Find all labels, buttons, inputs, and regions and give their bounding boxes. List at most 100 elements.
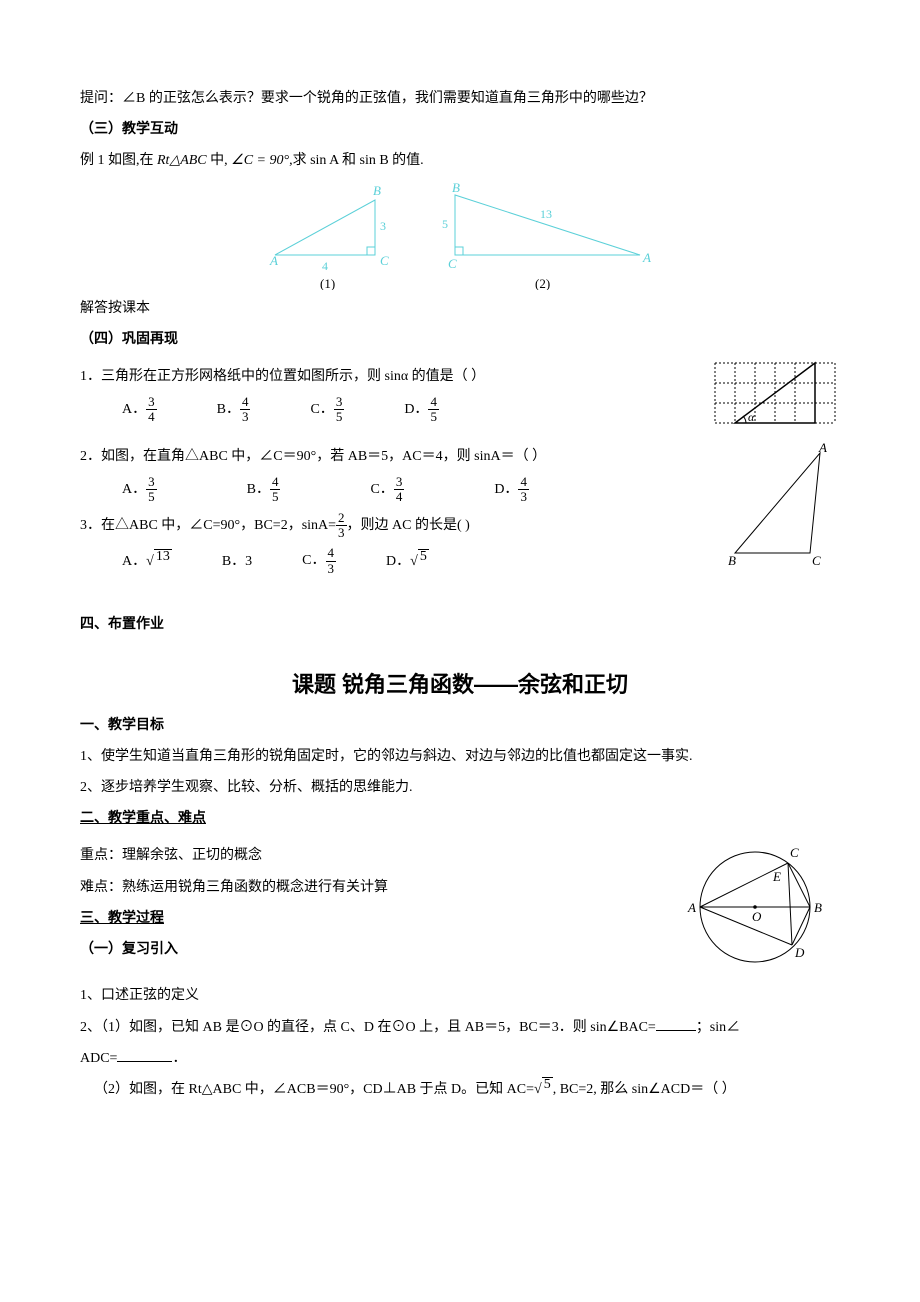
blank-1	[656, 1016, 696, 1031]
ex1-rt: Rt△ABC	[157, 153, 207, 168]
q3-b-text: 3	[245, 554, 252, 569]
review-2: 2、（1）如图，已知 AB 是⊙O 的直径，点 C、D 在⊙O 上，且 AB＝5…	[80, 1015, 840, 1040]
q3-frac-den: 3	[336, 526, 347, 540]
q1-opt-c: C．35	[310, 395, 344, 425]
kd-2: 难点：熟练运用锐角三角函数的概念进行有关计算	[80, 875, 658, 900]
q2-opt-d: D．43	[494, 475, 529, 505]
q1-c-num: 3	[334, 395, 345, 410]
q2-d-num: 4	[518, 475, 529, 490]
q1-d-num: 4	[428, 395, 439, 410]
q2-text: 2．如图，在直角△ABC 中，∠C＝90°，若 AB＝5，AC＝4，则 sinA…	[80, 444, 708, 469]
q1-opt-b: B．43	[217, 395, 251, 425]
q1-opt-a: A．34	[122, 395, 157, 425]
proc-title: 三、教学过程	[80, 906, 658, 931]
tri-q2-C: C	[812, 553, 821, 568]
circ-B: B	[814, 900, 822, 915]
r2-mid2: ADC=	[80, 1051, 117, 1066]
q2-a-den: 5	[146, 490, 157, 504]
blank-2	[117, 1047, 172, 1062]
q2-c-label: C．	[370, 482, 393, 497]
review-2b: ADC= ．	[80, 1046, 840, 1071]
section-4-title: （四）巩固再现	[80, 327, 840, 352]
q1-a-label: A．	[122, 402, 146, 417]
review-1: 1、口述正弦的定义	[80, 983, 840, 1008]
tri1-C: C	[380, 253, 389, 268]
q3-options: A．√13 B．3 C．43 D．√5	[80, 546, 708, 576]
q2-c-num: 3	[394, 475, 405, 490]
tri2-side-a: 5	[442, 217, 448, 231]
q3-c-den: 3	[326, 562, 337, 576]
q3-c-label: C．	[302, 553, 325, 568]
homework-title: 四、布置作业	[80, 612, 840, 637]
r3-pre: （2）如图，在 Rt△ABC 中，∠ACB＝90°，CD⊥AB 于点 D。已知 …	[94, 1082, 534, 1097]
tri1-side-b: 3	[380, 219, 386, 233]
q3-opt-a: A．√13	[122, 549, 172, 574]
q3-pre: 3．在△ABC 中，∠C=90°，BC=2，sinA=	[80, 518, 336, 533]
circle-figure: A B C D E O	[670, 837, 840, 977]
tri1-side-a: 4	[322, 259, 328, 273]
tri1-A: A	[269, 253, 278, 268]
tri2-B: B	[452, 180, 460, 195]
kd-1: 重点：理解余弦、正切的概念	[80, 843, 658, 868]
r2-pre: 2、（1）如图，已知 AB 是⊙O 的直径，点 C、D 在⊙O 上，且 AB＝5…	[80, 1020, 656, 1035]
circ-O: O	[752, 909, 762, 924]
tri-q2-B: B	[728, 553, 736, 568]
q1-options: A．34 B．43 C．35 D．45	[80, 395, 698, 425]
q3-opt-b: B．3	[222, 549, 252, 574]
r2-end: ．	[172, 1051, 186, 1066]
circ-A: A	[687, 900, 696, 915]
ex1-prefix: 例 1 如图,在	[80, 153, 157, 168]
q2-triangle: A B C	[720, 438, 840, 568]
tri2-A: A	[642, 250, 651, 265]
q3-b-label: B．	[222, 554, 245, 569]
grid-figure: α	[710, 358, 840, 438]
q2-b-label: B．	[247, 482, 270, 497]
q1-c-label: C．	[310, 402, 333, 417]
q2-d-den: 3	[518, 490, 529, 504]
q3-text: 3．在△ABC 中，∠C=90°，BC=2，sinA=23，则边 AC 的长是(…	[80, 511, 708, 541]
q3-a-sqrt: 13	[154, 549, 172, 564]
q1-opt-d: D．45	[404, 395, 439, 425]
q3-opt-d: D．√5	[386, 549, 429, 574]
tri2-caption: (2)	[535, 276, 550, 290]
q3-a-label: A．	[122, 554, 146, 569]
q2-options: A．35 B．45 C．34 D．43	[80, 475, 708, 505]
ex1-tail: ,求 sin A 和 sin B 的值.	[289, 153, 424, 168]
q1-b-label: B．	[217, 402, 240, 417]
ex1-mid: 中,	[207, 153, 232, 168]
answer-line: 解答按课本	[80, 296, 840, 321]
q1-a-den: 4	[146, 410, 157, 424]
q1-d-label: D．	[404, 402, 428, 417]
review-3: （2）如图，在 Rt△ABC 中，∠ACB＝90°，CD⊥AB 于点 D。已知 …	[80, 1077, 840, 1102]
circ-E: E	[772, 869, 781, 884]
ex1-angle: ∠C = 90°	[231, 153, 289, 168]
q2-b-den: 5	[270, 490, 281, 504]
q1-a-num: 3	[146, 395, 157, 410]
q1-b-num: 4	[240, 395, 251, 410]
q3-d-label: D．	[386, 554, 410, 569]
triangle-1: A C B 4 3 (1)	[260, 180, 410, 290]
q3-opt-c: C．43	[302, 546, 336, 576]
q2-opt-c: C．34	[370, 475, 404, 505]
r2-mid: ；sin∠	[696, 1020, 740, 1035]
q1-text: 1．三角形在正方形网格纸中的位置如图所示，则 sinα 的值是（ ）	[80, 364, 698, 389]
tri1-caption: (1)	[320, 276, 335, 290]
example-1: 例 1 如图,在 Rt△ABC 中, ∠C = 90°,求 sin A 和 si…	[80, 148, 840, 173]
q2-a-label: A．	[122, 482, 146, 497]
q2-c-den: 4	[394, 490, 405, 504]
tri2-side-hyp: 13	[540, 207, 552, 221]
tri1-B: B	[373, 183, 381, 198]
q2-d-label: D．	[494, 482, 518, 497]
tri-q2-A: A	[818, 440, 827, 455]
sub1-title: （一）复习引入	[80, 937, 658, 962]
q2-b-num: 4	[270, 475, 281, 490]
goal-title: 一、教学目标	[80, 713, 840, 738]
q3-d-sqrt: 5	[418, 549, 429, 564]
r3-post: , BC=2, 那么 sin∠ACD＝（ ）	[553, 1082, 736, 1097]
q3-frac-num: 2	[336, 511, 347, 526]
q2-opt-a: A．35	[122, 475, 157, 505]
circ-D: D	[794, 945, 805, 960]
circ-C: C	[790, 845, 799, 860]
q1-b-den: 3	[240, 410, 251, 424]
q1-d-den: 5	[428, 410, 439, 424]
